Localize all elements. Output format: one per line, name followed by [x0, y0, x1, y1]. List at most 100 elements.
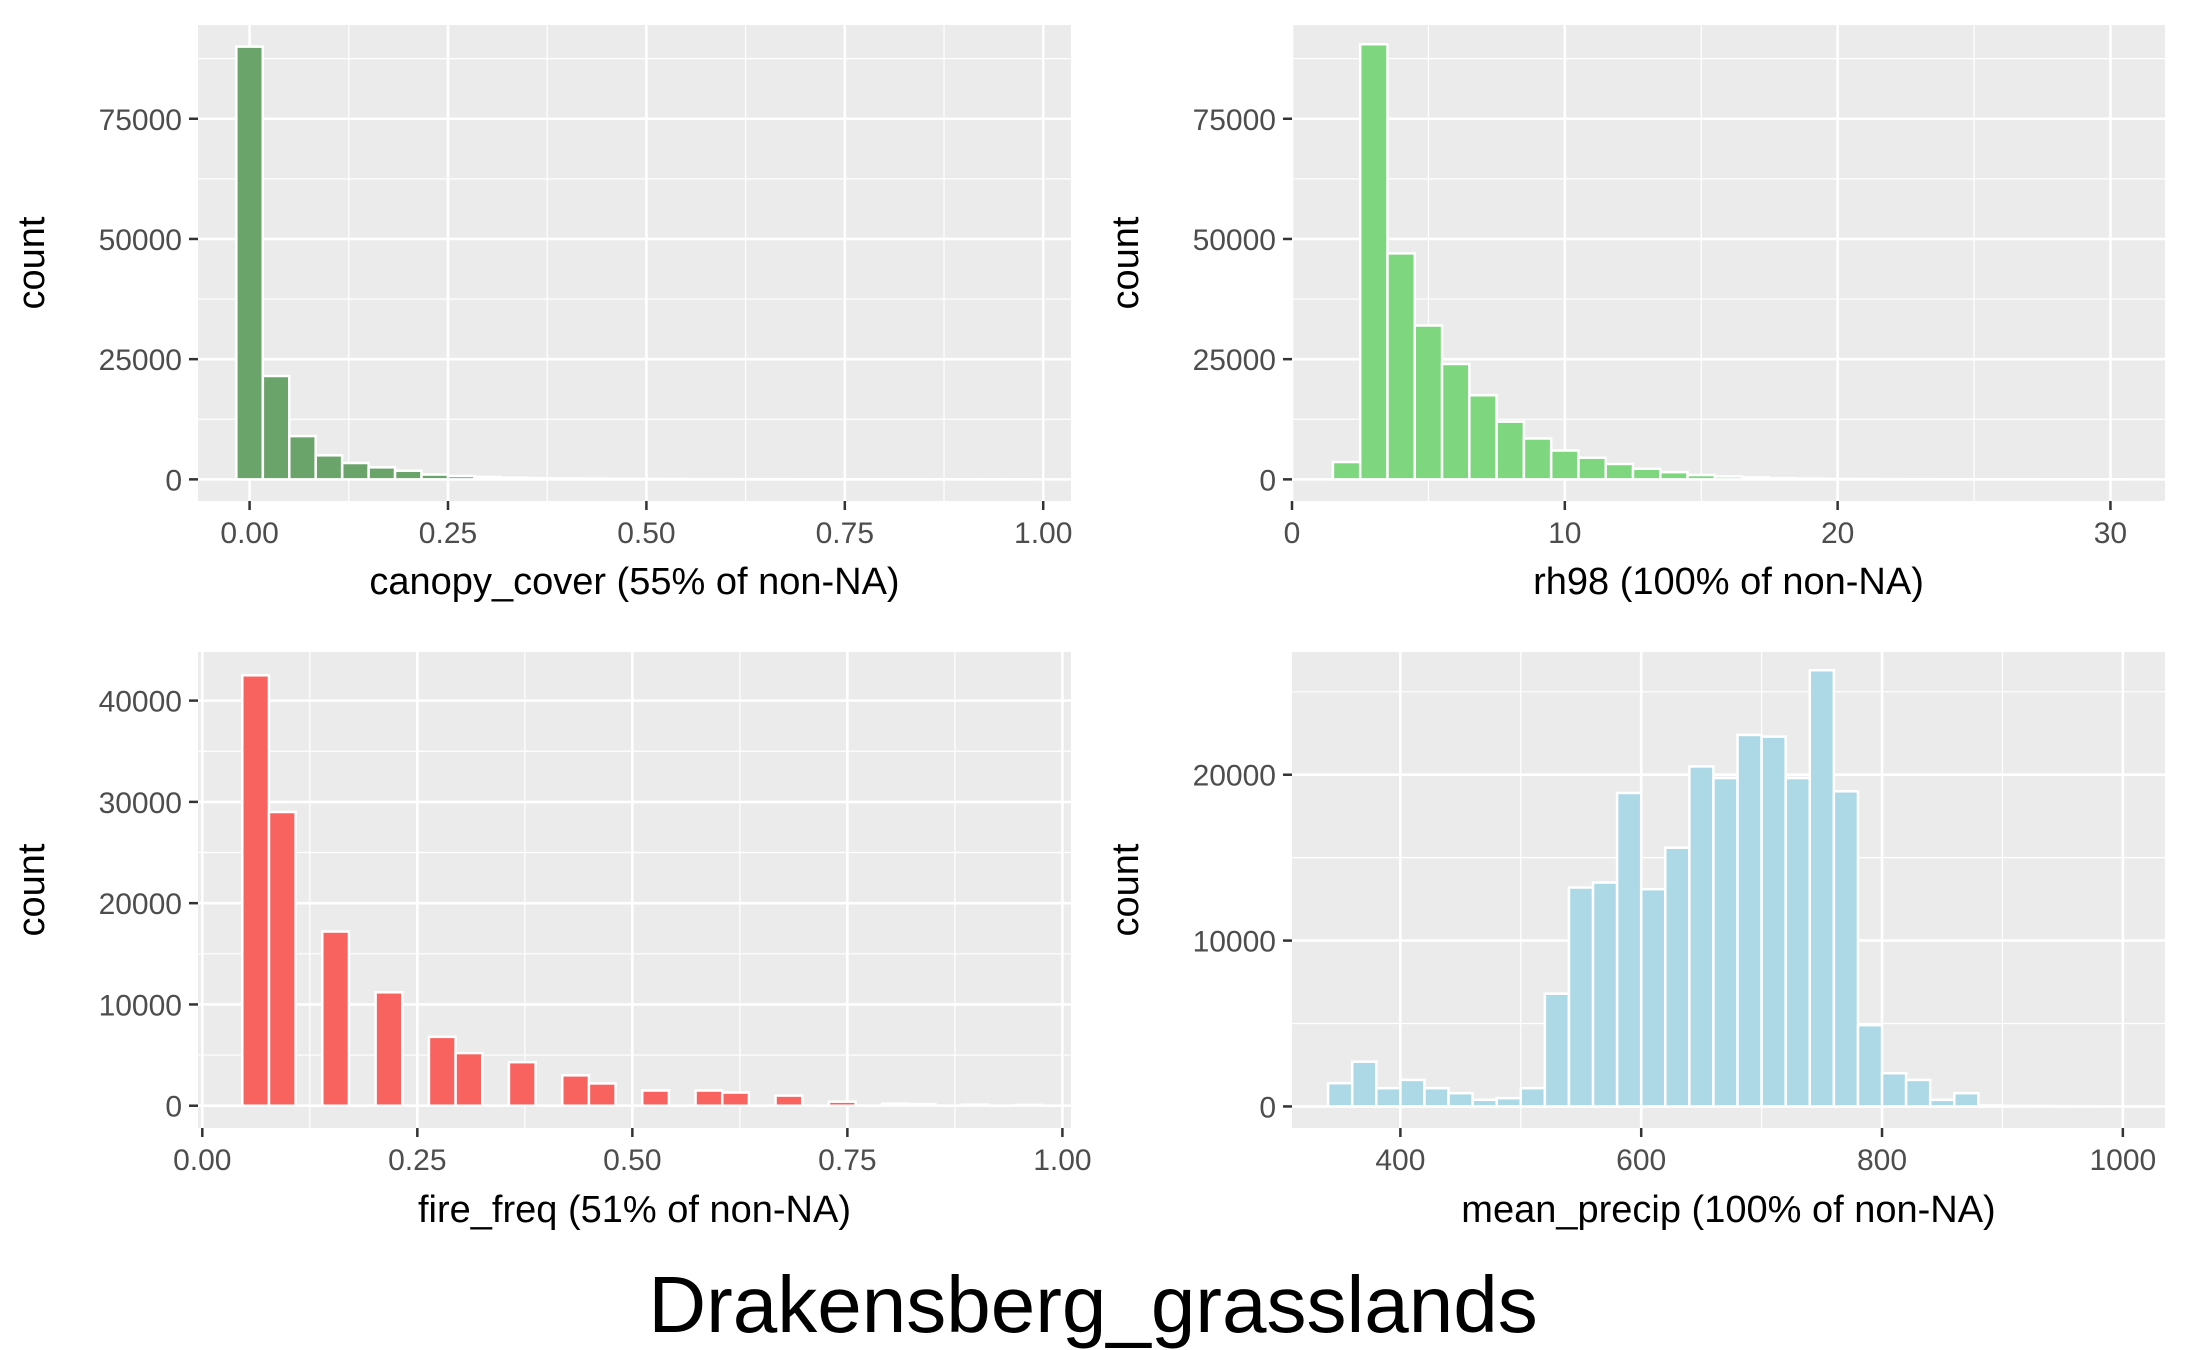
y-tick-label: 30000 [99, 787, 182, 820]
y-tick-label: 40000 [99, 686, 182, 719]
histogram-bar [561, 1074, 591, 1107]
y-tick-label: 20000 [99, 888, 182, 921]
histogram-bar [907, 1102, 937, 1107]
histogram-panel-rh98: 0 10 20 30 0 25000 50000 75000 rh98 (100% of non… [1105, 25, 2165, 603]
histogram-bar [1604, 462, 1635, 481]
histogram-bar [1399, 1078, 1426, 1108]
x-tick-label: 0.00 [220, 517, 278, 550]
x-tick-label: 1.00 [1033, 1144, 1091, 1177]
histogram-bar [1664, 846, 1691, 1108]
histogram-bar [1880, 1072, 1908, 1108]
x-tick-label: 0.75 [816, 517, 874, 550]
histogram-bar [694, 1089, 724, 1107]
y-tick-label: 75000 [1193, 104, 1276, 137]
histogram-bar [605, 477, 635, 481]
x-tick-label: 0 [1284, 517, 1301, 550]
x-axis-title: canopy_cover (55% of non-NA) [369, 561, 899, 603]
y-tick-label: 0 [165, 464, 182, 497]
histogram-bar [1631, 467, 1662, 481]
histogram-bar [1331, 460, 1362, 481]
histogram-bar [1760, 735, 1787, 1108]
y-axis-title: count [11, 843, 53, 936]
figure-title: Drakensberg_grasslands [648, 1260, 1537, 1349]
histogram-bar [1795, 477, 1826, 481]
histogram-bar [1953, 1091, 1980, 1108]
y-tick-label: 25000 [99, 344, 182, 377]
histogram-bar [340, 461, 370, 481]
histogram-bar [1659, 470, 1689, 481]
histogram-bar [880, 1102, 911, 1107]
y-tick-label: 10000 [1193, 926, 1276, 959]
histogram-bar [473, 475, 503, 481]
histogram-bar [427, 1035, 457, 1107]
x-axis-title: rh98 (100% of non-NA) [1533, 561, 1924, 603]
histogram-bar [420, 473, 450, 481]
histogram-bar [579, 477, 608, 481]
y-tick-label: 0 [1259, 1091, 1276, 1124]
x-tick-label: 10 [1548, 517, 1581, 550]
histogram-bar [1784, 776, 1812, 1108]
histogram-bar [1712, 776, 1739, 1108]
histogram-bar [640, 1089, 671, 1107]
histogram-bar [1519, 1086, 1547, 1108]
y-tick-label: 0 [165, 1091, 182, 1124]
y-axis-title: count [1105, 216, 1147, 309]
histogram-bar [1423, 1086, 1450, 1108]
histogram-bar [1468, 393, 1498, 481]
histogram-bar [827, 1100, 857, 1107]
y-tick-label: 0 [1259, 464, 1276, 497]
histogram-bar [1495, 1096, 1523, 1108]
histogram-bar [1014, 1103, 1044, 1107]
histogram-bar [235, 45, 265, 481]
panel-background [198, 25, 1071, 501]
histogram-bar [1977, 1104, 2004, 1108]
histogram-bar [367, 466, 397, 481]
x-tick-label: 600 [1616, 1144, 1666, 1177]
x-tick-label: 400 [1375, 1144, 1425, 1177]
y-axis-title: count [11, 216, 53, 309]
histogram-bar [1326, 1081, 1354, 1108]
histogram-bar [446, 474, 476, 481]
y-axis-title: count [1105, 843, 1147, 936]
histogram-bar [1808, 668, 1836, 1108]
histogram-bar [1440, 362, 1471, 481]
histogram-bar [1549, 449, 1580, 481]
histogram-bar [1375, 1086, 1402, 1108]
x-tick-label: 800 [1857, 1144, 1907, 1177]
histogram-bar [1471, 1098, 1498, 1108]
histogram-panel-fire-freq: 0.00 0.25 0.50 0.75 1.00 0 10000 20000 30000 4000… [11, 652, 1092, 1231]
histogram-bar [960, 1103, 991, 1107]
histogram-bar [261, 374, 291, 481]
histogram-bar [1688, 765, 1715, 1108]
histogram-bar [1447, 1091, 1474, 1108]
histogram-bar [267, 810, 297, 1107]
histogram-bar [1591, 881, 1619, 1108]
x-tick-label: 0.25 [419, 517, 477, 550]
histogram-panel-canopy-cover: 0.00 0.25 0.50 0.75 1.00 0 25000 50000 75000 cano… [11, 25, 1072, 603]
x-tick-label: 0.75 [818, 1144, 876, 1177]
histogram-bar [526, 476, 556, 481]
histogram-bar [499, 476, 529, 481]
x-tick-label: 30 [2094, 517, 2127, 550]
histogram-bar [1713, 475, 1744, 481]
histogram-bar [1413, 324, 1444, 481]
x-axis-title: fire_freq (51% of non-NA) [418, 1189, 851, 1231]
y-tick-label: 75000 [99, 104, 182, 137]
histogram-bar [288, 434, 317, 481]
histogram-bar [1358, 42, 1389, 481]
histogram-bar [552, 477, 582, 481]
histogram-bar [1856, 1023, 1884, 1108]
histogram-bar [720, 1091, 751, 1107]
histogram-bar [1832, 790, 1860, 1108]
histogram-bar [1928, 1098, 1956, 1108]
histogram-bar [1350, 1060, 1378, 1108]
histogram-bar [393, 469, 423, 481]
histogram-bar [1740, 476, 1771, 481]
histogram-bar [1386, 252, 1417, 481]
histogram-bar [1495, 420, 1526, 481]
x-tick-label: 1.00 [1014, 517, 1072, 550]
histogram-bar [241, 674, 271, 1107]
histogram-bar [1577, 456, 1607, 481]
